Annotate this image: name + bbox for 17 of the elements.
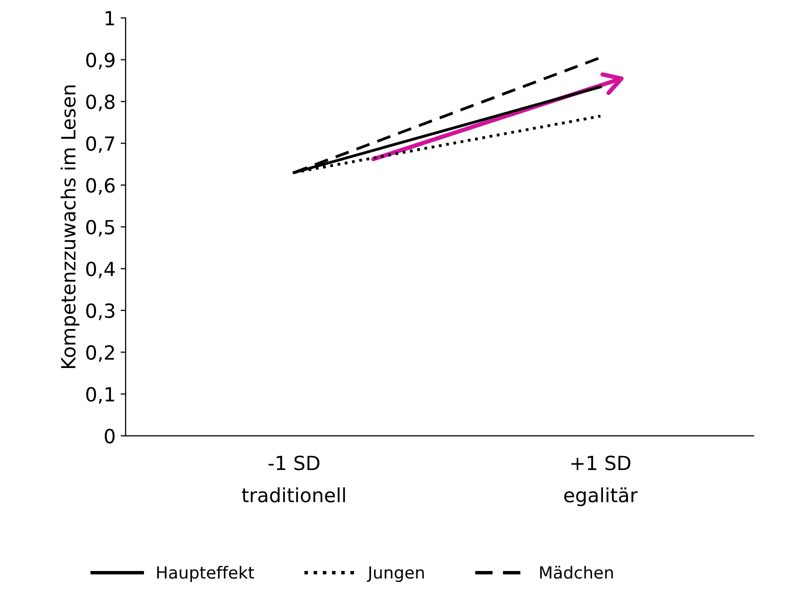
- y-tick-label: 0,9: [86, 52, 115, 70]
- legend-label: Jungen: [366, 566, 424, 582]
- legend-label: Haupteffekt: [157, 566, 254, 582]
- x-tick-label: +1 SD egalitär: [564, 456, 638, 506]
- y-tick-label: 0,1: [86, 386, 114, 404]
- y-tick-label: 1: [106, 11, 114, 26]
- y-tick-label: 0,6: [86, 178, 115, 195]
- legend-label: Mädchen: [540, 566, 613, 579]
- y-tick-label: 0,3: [86, 303, 114, 320]
- y-tick-label: 0,4: [86, 262, 115, 278]
- y-tick-label: 0,5: [86, 220, 114, 237]
- y-tick-label: 0: [104, 428, 115, 444]
- y-tick-label: 0,8: [86, 94, 115, 112]
- y-axis-title: Kompetenzzuwachs im Lesen: [60, 85, 80, 368]
- y-tick-label: 0,2: [86, 345, 114, 362]
- x-tick-label: -1 SD traditionell: [242, 456, 345, 502]
- y-tick-label: 0,7: [86, 136, 114, 153]
